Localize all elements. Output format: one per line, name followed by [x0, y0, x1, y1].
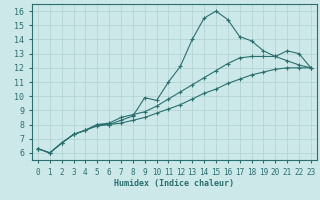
X-axis label: Humidex (Indice chaleur): Humidex (Indice chaleur): [115, 179, 234, 188]
